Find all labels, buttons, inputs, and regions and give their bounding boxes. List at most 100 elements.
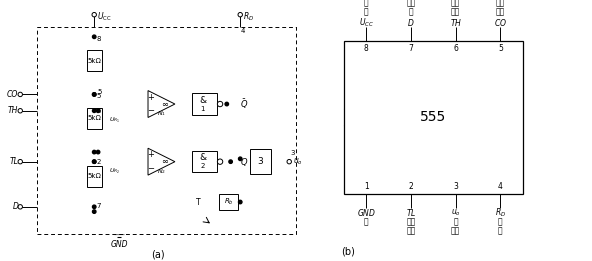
Text: GND: GND — [111, 240, 128, 249]
Text: $GND$: $GND$ — [357, 207, 376, 218]
Text: 3: 3 — [290, 150, 295, 156]
Text: +: + — [147, 150, 155, 159]
Text: $N_1$: $N_1$ — [157, 109, 166, 118]
Text: 6: 6 — [96, 108, 101, 114]
Text: 3: 3 — [258, 157, 263, 166]
Text: ∞: ∞ — [161, 99, 168, 109]
Text: 触发: 触发 — [406, 218, 416, 227]
Circle shape — [92, 93, 96, 96]
Text: 5: 5 — [96, 93, 101, 99]
Bar — [192, 93, 217, 115]
Text: 输入: 输入 — [406, 226, 416, 235]
Text: 8: 8 — [364, 44, 369, 53]
Text: $R_D$: $R_D$ — [495, 206, 506, 219]
Text: −: − — [147, 106, 155, 115]
Text: 2: 2 — [96, 159, 101, 165]
Text: $D$: $D$ — [407, 17, 415, 28]
Text: $R_D$: $R_D$ — [243, 10, 255, 23]
Text: 5: 5 — [498, 44, 503, 53]
Polygon shape — [148, 148, 175, 175]
Text: 电: 电 — [364, 7, 369, 16]
Text: 4: 4 — [240, 28, 244, 34]
Text: CO: CO — [7, 90, 18, 99]
Circle shape — [217, 159, 223, 164]
Bar — [86, 50, 102, 71]
Circle shape — [92, 93, 96, 96]
Text: 放: 放 — [408, 7, 413, 16]
Text: &: & — [199, 153, 207, 162]
Circle shape — [18, 205, 22, 209]
Text: 5kΩ: 5kΩ — [87, 58, 101, 64]
Text: 控制: 控制 — [496, 0, 505, 8]
Text: $R_b$: $R_b$ — [224, 197, 234, 207]
Text: TL: TL — [9, 157, 18, 166]
Text: $CO$: $CO$ — [494, 17, 507, 28]
Text: $TL$: $TL$ — [406, 207, 416, 218]
Circle shape — [239, 200, 242, 204]
Circle shape — [92, 109, 96, 112]
Circle shape — [92, 35, 96, 39]
Text: 8: 8 — [96, 36, 101, 42]
Circle shape — [239, 157, 242, 161]
Text: $U_{R_2}$: $U_{R_2}$ — [108, 167, 120, 176]
Circle shape — [92, 150, 96, 154]
Text: $TH$: $TH$ — [449, 17, 462, 28]
Bar — [344, 41, 523, 194]
Text: &: & — [199, 96, 207, 105]
Text: (b): (b) — [341, 247, 355, 257]
Text: $N_2$: $N_2$ — [157, 167, 166, 176]
Bar — [250, 149, 271, 174]
Text: 出源: 出源 — [451, 226, 461, 235]
Text: $u_o$: $u_o$ — [451, 207, 461, 218]
Circle shape — [238, 13, 243, 17]
Circle shape — [92, 13, 96, 17]
Text: 5kΩ: 5kΩ — [87, 115, 101, 121]
Bar — [37, 27, 296, 234]
Text: −: − — [147, 164, 155, 173]
Circle shape — [217, 101, 223, 107]
Bar — [192, 151, 217, 172]
Text: $U_\mathrm{CC}$: $U_\mathrm{CC}$ — [97, 10, 112, 23]
Text: $U_{CC}$: $U_{CC}$ — [359, 16, 374, 29]
Text: 地: 地 — [364, 218, 369, 227]
Text: 阈值: 阈值 — [451, 7, 461, 16]
Text: (a): (a) — [151, 250, 165, 260]
Circle shape — [96, 109, 100, 112]
Text: 7: 7 — [96, 203, 101, 209]
Circle shape — [92, 160, 96, 163]
Circle shape — [92, 210, 96, 213]
Circle shape — [92, 160, 96, 163]
Circle shape — [287, 159, 291, 164]
Text: 6: 6 — [453, 44, 458, 53]
Circle shape — [225, 102, 229, 106]
Text: $Q$: $Q$ — [240, 156, 249, 168]
Text: 5kΩ: 5kΩ — [87, 173, 101, 179]
Text: +: + — [147, 93, 155, 102]
Circle shape — [18, 159, 22, 164]
Text: $\bar{Q}$: $\bar{Q}$ — [240, 97, 249, 111]
Circle shape — [18, 92, 22, 97]
Text: T: T — [195, 198, 200, 206]
Text: ∞: ∞ — [161, 157, 168, 166]
Text: 输: 输 — [453, 218, 458, 227]
Text: 1: 1 — [201, 106, 205, 112]
Bar — [219, 194, 239, 210]
Text: 3: 3 — [453, 182, 458, 191]
Text: 2: 2 — [408, 182, 413, 191]
Circle shape — [96, 150, 100, 154]
Text: 4: 4 — [498, 182, 503, 191]
Text: D: D — [12, 202, 18, 211]
Text: $u_o$: $u_o$ — [293, 156, 303, 167]
Polygon shape — [148, 91, 175, 117]
Text: 源: 源 — [364, 0, 369, 8]
Text: 位: 位 — [498, 226, 503, 235]
Text: 输入: 输入 — [451, 0, 461, 8]
Text: 电端: 电端 — [406, 0, 416, 8]
Text: TH: TH — [8, 106, 18, 115]
Text: 复: 复 — [498, 218, 503, 227]
Text: 电压: 电压 — [496, 7, 505, 16]
Text: 7: 7 — [408, 44, 413, 53]
Text: 5: 5 — [97, 88, 101, 94]
Text: $U_{R_1}$: $U_{R_1}$ — [108, 116, 120, 125]
Bar — [86, 165, 102, 187]
